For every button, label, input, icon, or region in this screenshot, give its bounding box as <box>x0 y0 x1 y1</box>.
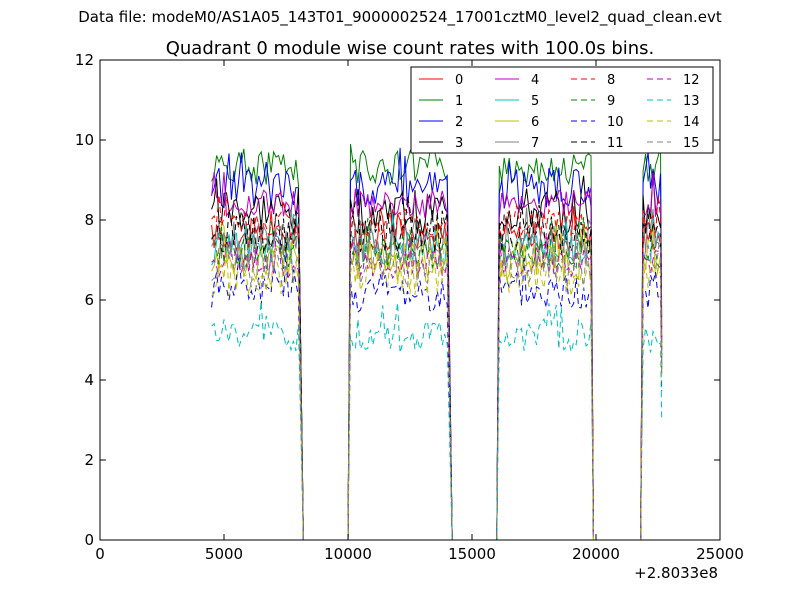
y-tick-label: 2 <box>84 451 94 469</box>
x-tick-label: 0 <box>95 545 105 563</box>
y-tick-label: 0 <box>84 531 94 549</box>
series-line-7 <box>211 207 663 541</box>
x-tick-label: 10000 <box>324 545 372 563</box>
series-line-15 <box>211 225 663 541</box>
legend-label-2: 2 <box>455 115 463 130</box>
series-line-8 <box>211 194 663 541</box>
y-tick-label: 10 <box>75 131 94 149</box>
legend-label-1: 1 <box>455 94 463 109</box>
legend-label-11: 11 <box>607 136 624 151</box>
figure-suptitle: Data file: modeM0/AS1A05_143T01_90000025… <box>78 8 722 26</box>
y-tick-label: 12 <box>75 51 94 69</box>
legend-label-8: 8 <box>607 73 615 88</box>
x-tick-label: 20000 <box>572 545 620 563</box>
series-line-13 <box>211 301 663 541</box>
legend-label-7: 7 <box>531 136 539 151</box>
y-tick-label: 4 <box>84 371 94 389</box>
x-offset-label: +2.8033e8 <box>634 564 718 582</box>
legend-label-10: 10 <box>607 115 624 130</box>
series-line-4 <box>211 171 663 541</box>
legend-label-4: 4 <box>531 73 539 88</box>
legend-label-9: 9 <box>607 94 615 109</box>
series-line-12 <box>211 230 663 541</box>
y-tick-label: 6 <box>84 291 94 309</box>
legend-label-14: 14 <box>683 115 700 130</box>
legend-label-13: 13 <box>683 94 700 109</box>
legend-label-3: 3 <box>455 136 463 151</box>
legend-box <box>410 66 714 154</box>
series-line-1 <box>211 144 663 541</box>
series-line-0 <box>211 206 663 541</box>
series-layer <box>211 144 663 541</box>
y-tick-label: 8 <box>84 211 94 229</box>
legend-label-6: 6 <box>531 115 539 130</box>
chart-title: Quadrant 0 module wise count rates with … <box>166 38 655 59</box>
legend-label-5: 5 <box>531 94 539 109</box>
x-tick-label: 5000 <box>205 545 243 563</box>
legend-label-0: 0 <box>455 73 463 88</box>
series-line-6 <box>211 220 663 541</box>
series-line-10 <box>211 251 663 541</box>
legend-label-15: 15 <box>683 136 700 151</box>
x-tick-label: 15000 <box>448 545 496 563</box>
legend-label-12: 12 <box>683 73 700 88</box>
series-line-11 <box>211 188 663 541</box>
x-tick-label: 25000 <box>696 545 744 563</box>
